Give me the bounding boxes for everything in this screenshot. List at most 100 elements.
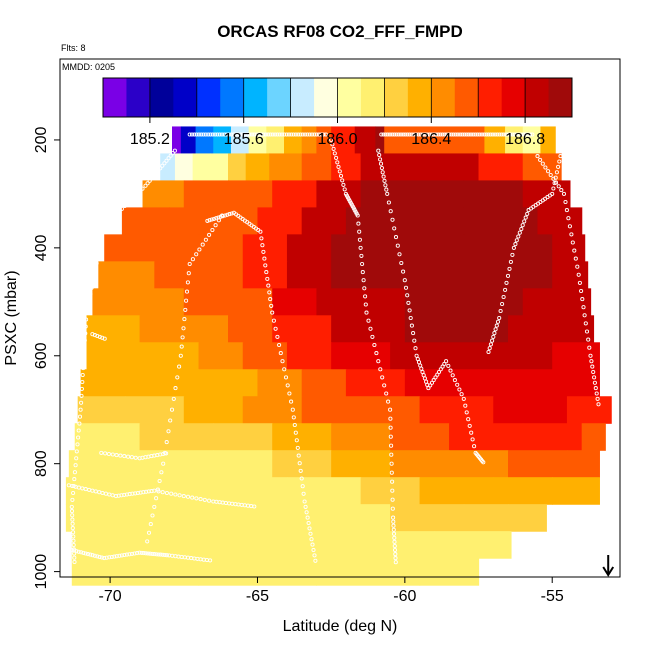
- heatmap-cell: [174, 153, 194, 182]
- track-point: [150, 513, 155, 518]
- track-point: [285, 383, 290, 388]
- track-point: [570, 240, 575, 245]
- track-point: [279, 132, 285, 137]
- track-point: [508, 259, 513, 264]
- track-point: [189, 132, 195, 137]
- track-point: [90, 553, 95, 558]
- heatmap-cell: [522, 153, 562, 182]
- track-point: [403, 132, 408, 137]
- track-point: [572, 248, 577, 253]
- track-point: [131, 195, 136, 200]
- track-point: [310, 542, 315, 547]
- track-point: [357, 237, 362, 242]
- track-point: [305, 132, 310, 137]
- track-point: [301, 491, 306, 496]
- track-point: [519, 226, 524, 232]
- track-point: [392, 539, 397, 544]
- track-point: [264, 270, 269, 275]
- heatmap-cell: [228, 315, 273, 343]
- track-point: [360, 270, 365, 275]
- track-point: [428, 383, 433, 388]
- track-point: [208, 558, 213, 563]
- heatmap-cell: [269, 153, 303, 182]
- track-point: [133, 491, 138, 496]
- track-point: [409, 323, 414, 328]
- track-point: [409, 132, 414, 137]
- heatmap-cell: [98, 261, 155, 289]
- track-point: [405, 293, 410, 298]
- track-point: [162, 552, 167, 558]
- x-tick-label: -60: [393, 588, 416, 605]
- track-point: [155, 487, 160, 492]
- track-point: [390, 132, 395, 137]
- track-point: [229, 211, 234, 216]
- track-point: [457, 387, 462, 392]
- track-point: [202, 497, 207, 502]
- track-point: [495, 319, 501, 324]
- track-point: [391, 531, 397, 536]
- track-point: [109, 554, 114, 560]
- track-point: [245, 132, 250, 137]
- track-point: [290, 407, 295, 412]
- track-point: [102, 336, 107, 341]
- track-point: [379, 165, 384, 171]
- track-point: [169, 407, 175, 412]
- track-point: [87, 298, 92, 303]
- track-point: [122, 492, 127, 497]
- track-point: [229, 132, 234, 137]
- heatmap-cell: [419, 396, 494, 424]
- heatmap-cell: [449, 423, 524, 451]
- heatmap-cell: [463, 180, 524, 208]
- track-point: [266, 132, 271, 137]
- track-point: [297, 461, 302, 466]
- track-point: [145, 551, 151, 556]
- track-point: [507, 266, 512, 271]
- track-point: [543, 165, 548, 170]
- track-point: [210, 132, 215, 137]
- track-point: [282, 132, 287, 137]
- heatmap-cell: [80, 369, 141, 397]
- track-point: [141, 551, 146, 556]
- track-point: [362, 286, 367, 291]
- track-point: [592, 380, 597, 385]
- colorbar-tick-label: 185.6: [224, 131, 264, 148]
- track-point: [231, 132, 236, 137]
- track-point: [72, 555, 77, 560]
- track-point: [558, 154, 563, 159]
- colorbar-swatch: [337, 78, 362, 117]
- track-point: [553, 180, 559, 185]
- track-point: [137, 550, 142, 555]
- track-point: [266, 283, 271, 288]
- track-point: [596, 402, 601, 407]
- track-point: [436, 369, 442, 375]
- track-point: [164, 158, 169, 163]
- track-point: [361, 278, 366, 283]
- track-point: [497, 132, 502, 137]
- track-point: [413, 346, 418, 351]
- track-point: [194, 252, 199, 257]
- track-point: [582, 313, 587, 318]
- track-point: [217, 132, 222, 137]
- track-point: [69, 509, 75, 514]
- track-point: [282, 367, 287, 372]
- track-point: [366, 318, 371, 323]
- track-point: [388, 209, 393, 214]
- track-point: [143, 183, 148, 188]
- track-point: [203, 132, 208, 137]
- track-point: [76, 428, 81, 433]
- track-point: [405, 132, 410, 137]
- heatmap-cell: [286, 477, 362, 505]
- track-point: [384, 187, 389, 192]
- track-point: [383, 183, 388, 188]
- track-point: [262, 256, 267, 261]
- track-point: [314, 132, 319, 137]
- track-point: [213, 223, 218, 228]
- track-point: [356, 221, 361, 226]
- track-point: [389, 470, 394, 475]
- track-point: [309, 132, 315, 137]
- track-point: [275, 334, 280, 339]
- track-point: [556, 184, 561, 189]
- track-point: [190, 257, 195, 262]
- track-point: [359, 253, 364, 258]
- heatmap-cell: [493, 396, 568, 424]
